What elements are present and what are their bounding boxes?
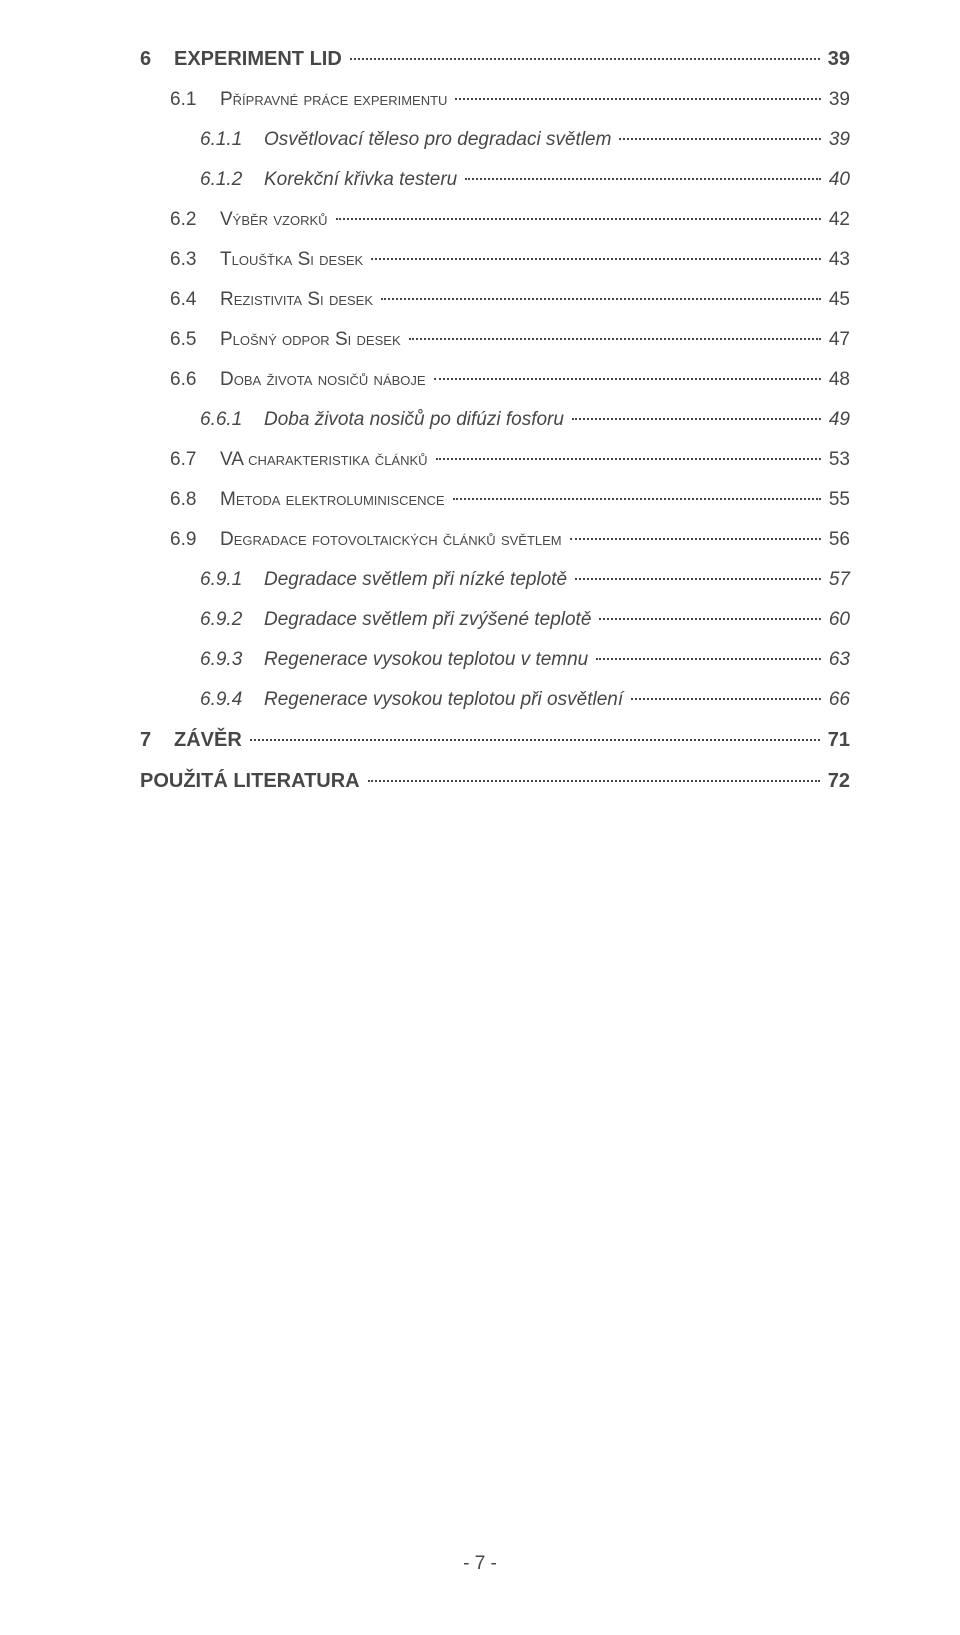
toc-entry: 6.1Přípravné práce experimentu 39 <box>140 89 850 111</box>
toc-entry-label: Korekční křivka testeru <box>264 169 461 191</box>
toc-entry-label: VA charakteristika článků <box>220 449 432 471</box>
toc-entry-number: 6.4 <box>170 289 220 311</box>
toc-entry: 6.1.2Korekční křivka testeru 40 <box>140 169 850 191</box>
toc-entry-number: 6.1.2 <box>200 169 264 191</box>
toc-entry: 7ZÁVĚR 71 <box>140 729 850 752</box>
toc-entry: 6.2Výběr vzorků 42 <box>140 209 850 231</box>
toc-leader-dots <box>599 618 820 620</box>
toc-entry-label: EXPERIMENT LID <box>174 48 346 71</box>
toc-entry-number: 6.8 <box>170 489 220 511</box>
toc-entry-label: Přípravné práce experimentu <box>220 89 451 111</box>
toc-entry: 6.5Plošný odpor Si desek 47 <box>140 329 850 351</box>
toc-entry-page: 63 <box>825 649 850 671</box>
toc-entry-page: 53 <box>825 449 850 471</box>
toc-entry-label: POUŽITÁ LITERATURA <box>140 770 364 793</box>
toc-entry-number: 6.3 <box>170 249 220 271</box>
table-of-contents: 6EXPERIMENT LID396.1Přípravné práce expe… <box>140 48 850 793</box>
toc-entry-page: 39 <box>825 129 850 151</box>
toc-entry-number: 7 <box>140 729 174 752</box>
toc-entry: 6.9.1Degradace světlem při nízké teplotě… <box>140 569 850 591</box>
toc-leader-dots <box>250 739 820 741</box>
toc-entry-number: 6.2 <box>170 209 220 231</box>
toc-leader-dots <box>436 458 821 460</box>
toc-entry: 6.9.3Regenerace vysokou teplotou v temnu… <box>140 649 850 671</box>
toc-entry-page: 47 <box>825 329 850 351</box>
toc-leader-dots <box>570 538 821 540</box>
toc-entry-number: 6.9.1 <box>200 569 264 591</box>
toc-leader-dots <box>350 58 820 60</box>
toc-leader-dots <box>381 298 821 300</box>
toc-entry-page: 55 <box>825 489 850 511</box>
toc-entry-number: 6.7 <box>170 449 220 471</box>
toc-leader-dots <box>371 258 821 260</box>
toc-entry: 6.8Metoda elektroluminiscence 55 <box>140 489 850 511</box>
toc-entry-number: 6.9 <box>170 529 220 551</box>
toc-entry-page: 43 <box>825 249 850 271</box>
toc-entry-label: ZÁVĚR <box>174 729 246 752</box>
toc-entry-page: 60 <box>825 609 850 631</box>
toc-entry-page: 40 <box>825 169 850 191</box>
toc-entry: 6.6.1Doba života nosičů po difúzi fosfor… <box>140 409 850 431</box>
toc-entry-label: Doba života nosičů po difúzi fosforu <box>264 409 568 431</box>
toc-entry-number: 6.9.4 <box>200 689 264 711</box>
toc-entry-label: Osvětlovací těleso pro degradaci světlem <box>264 129 615 151</box>
toc-leader-dots <box>572 418 821 420</box>
toc-entry-page: 72 <box>824 770 850 793</box>
toc-entry-label: Degradace světlem při zvýšené teplotě <box>264 609 595 631</box>
toc-leader-dots <box>368 780 820 782</box>
toc-leader-dots <box>455 98 820 100</box>
page-number-footer: - 7 - <box>0 1553 960 1575</box>
toc-entry-label: Plošný odpor Si desek <box>220 329 405 351</box>
toc-entry-label: Degradace světlem při nízké teplotě <box>264 569 571 591</box>
toc-entry-number: 6.9.3 <box>200 649 264 671</box>
toc-entry-number: 6.1 <box>170 89 220 111</box>
toc-leader-dots <box>631 698 821 700</box>
toc-entry-number: 6.6.1 <box>200 409 264 431</box>
toc-leader-dots <box>575 578 821 580</box>
toc-entry: 6.7VA charakteristika článků 53 <box>140 449 850 471</box>
toc-leader-dots <box>453 498 821 500</box>
toc-entry-label: Metoda elektroluminiscence <box>220 489 449 511</box>
toc-leader-dots <box>336 218 821 220</box>
toc-entry: 6.6Doba života nosičů náboje 48 <box>140 369 850 391</box>
toc-entry-label: Rezistivita Si desek <box>220 289 377 311</box>
toc-entry-number: 6.9.2 <box>200 609 264 631</box>
page: 6EXPERIMENT LID396.1Přípravné práce expe… <box>0 0 960 1635</box>
toc-entry-label: Regenerace vysokou teplotou v temnu <box>264 649 592 671</box>
toc-entry: 6.9Degradace fotovoltaických článků svět… <box>140 529 850 551</box>
toc-entry-label: Výběr vzorků <box>220 209 332 231</box>
toc-entry-page: 48 <box>825 369 850 391</box>
toc-entry-page: 42 <box>825 209 850 231</box>
toc-entry: 6EXPERIMENT LID 39 <box>140 48 850 71</box>
toc-entry: 6.9.2Degradace světlem při zvýšené teplo… <box>140 609 850 631</box>
toc-entry-label: Doba života nosičů náboje <box>220 369 430 391</box>
toc-entry-label: Degradace fotovoltaických článků světlem <box>220 529 566 551</box>
toc-leader-dots <box>596 658 821 660</box>
toc-entry-number: 6.5 <box>170 329 220 351</box>
toc-entry-page: 49 <box>825 409 850 431</box>
toc-entry-page: 71 <box>824 729 850 752</box>
toc-entry-number: 6.6 <box>170 369 220 391</box>
toc-entry-page: 39 <box>825 89 850 111</box>
toc-entry-number: 6 <box>140 48 174 71</box>
toc-leader-dots <box>465 178 821 180</box>
toc-entry-label: Regenerace vysokou teplotou při osvětlen… <box>264 689 627 711</box>
toc-entry: 6.9.4Regenerace vysokou teplotou při osv… <box>140 689 850 711</box>
toc-entry-page: 45 <box>825 289 850 311</box>
toc-entry-page: 56 <box>825 529 850 551</box>
toc-entry: 6.1.1Osvětlovací těleso pro degradaci sv… <box>140 129 850 151</box>
toc-entry: 6.4Rezistivita Si desek 45 <box>140 289 850 311</box>
toc-entry-label: Tloušťka Si desek <box>220 249 367 271</box>
toc-entry: 6.3Tloušťka Si desek 43 <box>140 249 850 271</box>
toc-entry-page: 66 <box>825 689 850 711</box>
toc-entry: POUŽITÁ LITERATURA 72 <box>140 770 850 793</box>
toc-leader-dots <box>434 378 821 380</box>
toc-entry-page: 39 <box>824 48 850 71</box>
toc-entry-page: 57 <box>825 569 850 591</box>
toc-entry-number: 6.1.1 <box>200 129 264 151</box>
toc-leader-dots <box>619 138 820 140</box>
toc-leader-dots <box>409 338 821 340</box>
